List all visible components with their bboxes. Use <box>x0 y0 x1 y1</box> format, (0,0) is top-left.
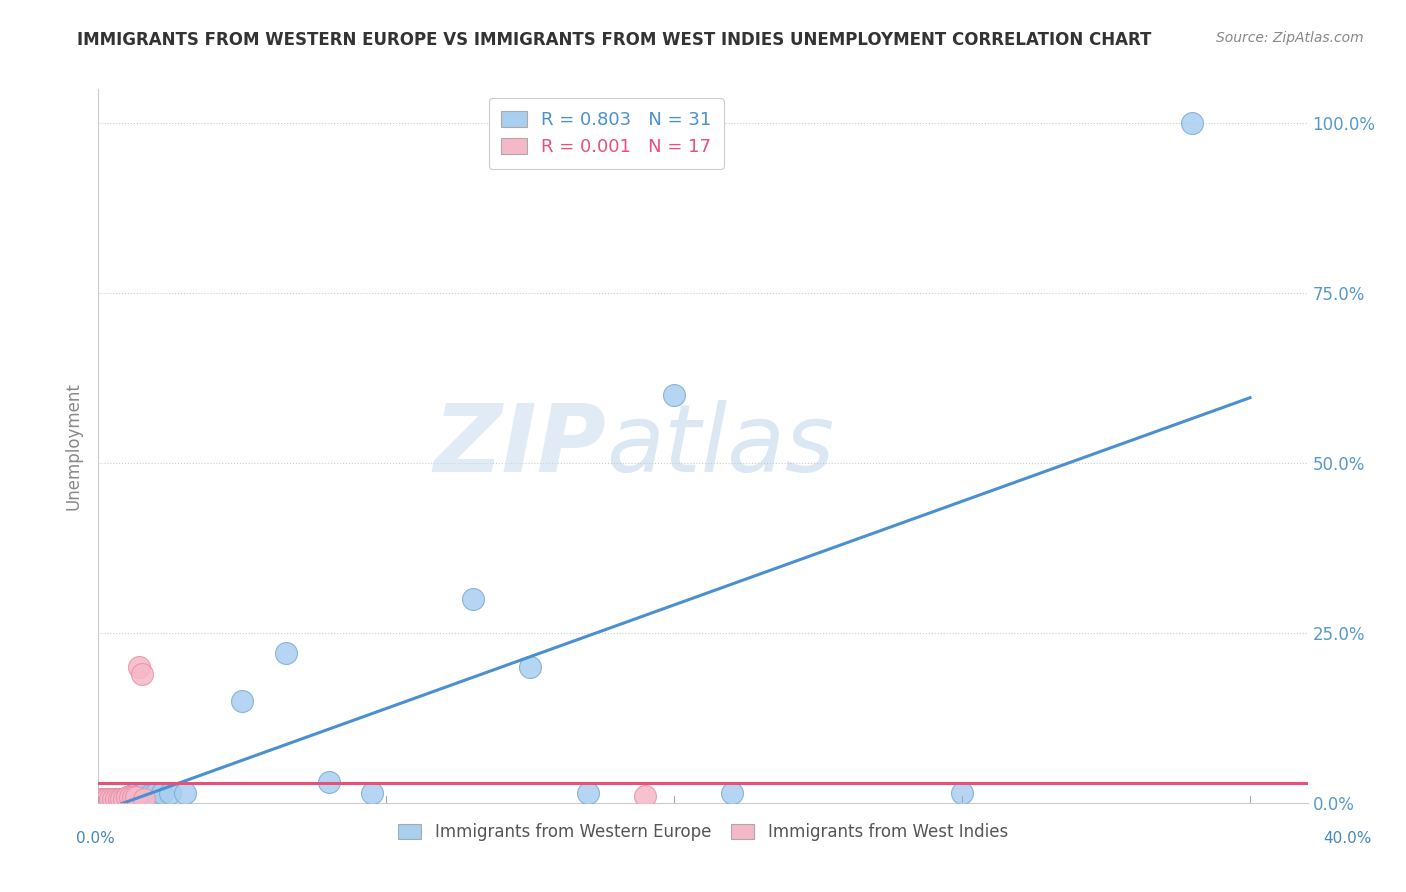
Point <box>131 666 153 681</box>
Point <box>90 792 112 806</box>
Point <box>101 792 124 806</box>
Point <box>96 792 118 806</box>
Point <box>318 775 340 789</box>
Point <box>125 786 148 800</box>
Point <box>125 790 148 805</box>
Point <box>664 388 686 402</box>
Text: ZIP: ZIP <box>433 400 606 492</box>
Point <box>519 660 541 674</box>
Point <box>101 791 124 805</box>
Point <box>150 786 173 800</box>
Point <box>107 791 129 805</box>
Point <box>122 790 145 805</box>
Point <box>145 786 167 800</box>
Text: atlas: atlas <box>606 401 835 491</box>
Text: 0.0%: 0.0% <box>76 831 115 846</box>
Point <box>159 786 181 800</box>
Text: IMMIGRANTS FROM WESTERN EUROPE VS IMMIGRANTS FROM WEST INDIES UNEMPLOYMENT CORRE: IMMIGRANTS FROM WESTERN EUROPE VS IMMIGR… <box>77 31 1152 49</box>
Point <box>139 788 162 802</box>
Point <box>361 786 384 800</box>
Point <box>120 790 142 805</box>
Y-axis label: Unemployment: Unemployment <box>65 382 83 510</box>
Text: Source: ZipAtlas.com: Source: ZipAtlas.com <box>1216 31 1364 45</box>
Point <box>128 660 150 674</box>
Point <box>107 791 129 805</box>
Point <box>104 792 127 806</box>
Point <box>112 792 135 806</box>
Point <box>634 789 657 803</box>
Point <box>120 789 142 803</box>
Point <box>274 646 297 660</box>
Point <box>115 791 138 805</box>
Legend: Immigrants from Western Europe, Immigrants from West Indies: Immigrants from Western Europe, Immigran… <box>391 817 1015 848</box>
Point <box>173 786 195 800</box>
Point <box>576 786 599 800</box>
Point <box>93 792 115 806</box>
Point <box>98 792 121 806</box>
Point <box>720 786 742 800</box>
Point <box>131 790 153 805</box>
Point <box>231 694 253 708</box>
Point <box>115 790 138 805</box>
Point <box>950 786 973 800</box>
Point <box>122 788 145 802</box>
Point <box>134 786 156 800</box>
Point <box>98 792 121 806</box>
Point <box>104 792 127 806</box>
Text: 40.0%: 40.0% <box>1323 831 1371 846</box>
Point <box>461 591 484 606</box>
Point <box>96 792 118 806</box>
Point <box>93 792 115 806</box>
Point <box>110 791 132 805</box>
Point <box>128 788 150 802</box>
Point <box>90 792 112 806</box>
Point <box>1181 116 1204 130</box>
Point <box>110 792 132 806</box>
Point <box>134 791 156 805</box>
